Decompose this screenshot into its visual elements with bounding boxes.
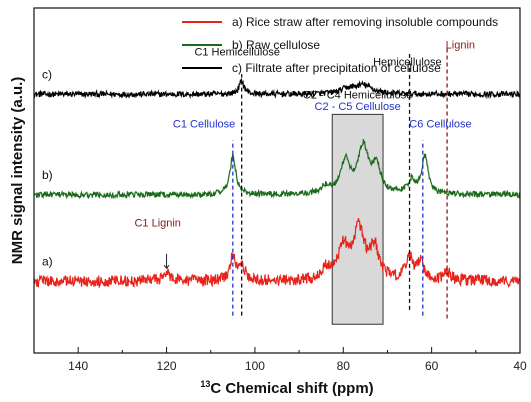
trace-label-3: a) xyxy=(42,254,53,268)
x-axis-title-superscript: 13 xyxy=(200,379,210,389)
trace-label-2: b) xyxy=(42,168,53,182)
annotation-2: C1 Cellulose xyxy=(173,118,235,130)
x-tick-label-100: 100 xyxy=(245,359,265,373)
x-tick-label-60: 60 xyxy=(425,359,439,373)
axes: 140 120 100 80 60 40 13C Chemical shift (ppm) N… xyxy=(9,7,527,397)
x-tick-label-40: 40 xyxy=(513,359,527,373)
trace-label-1: c) xyxy=(42,67,52,81)
legend-label-3: c) Filtrate after precipitation of cellu… xyxy=(232,61,441,75)
lignin-arrow-head xyxy=(163,264,170,269)
legend: a) Rice straw after removing insoluble c… xyxy=(182,15,498,75)
spectrum-line-3 xyxy=(33,218,521,289)
annotation-4: Hemicellulose xyxy=(373,57,441,69)
x-tick-label-140: 140 xyxy=(68,359,88,373)
legend-label-2: b) Raw cellulose xyxy=(232,38,320,52)
x-tick-label-80: 80 xyxy=(337,359,351,373)
x-axis-title-text: C Chemical shift (ppm) xyxy=(210,380,373,397)
annotation-6: C6 Cellulose xyxy=(409,118,471,130)
annotation-1: C1 Hemicellulose xyxy=(194,46,280,58)
spectrum-line-2 xyxy=(33,139,521,200)
legend-label-1: a) Rice straw after removing insoluble c… xyxy=(232,15,498,29)
x-tick-label-120: 120 xyxy=(157,359,177,373)
annotation-5: Lignin xyxy=(446,39,475,51)
spectrum-line-1 xyxy=(33,78,521,100)
highlight-label-cellulose: C2 - C5 Cellulose xyxy=(315,101,401,113)
plot-frame xyxy=(33,7,521,354)
x-axis-title: 13C Chemical shift (ppm) xyxy=(200,379,373,397)
annotation-3: C1 Lignin xyxy=(134,218,180,230)
y-axis-title: NMR signal intensity (a.u.) xyxy=(9,77,26,265)
